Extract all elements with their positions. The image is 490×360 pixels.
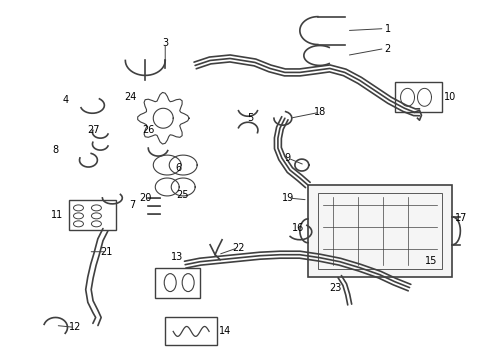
Text: 16: 16: [292, 223, 304, 233]
Text: 3: 3: [162, 37, 168, 48]
Bar: [155, 268, 200, 298]
Text: 15: 15: [424, 256, 437, 266]
Bar: [69, 200, 116, 230]
Text: 18: 18: [314, 107, 326, 117]
Text: 2: 2: [385, 44, 391, 54]
Text: 12: 12: [69, 323, 82, 332]
Text: 20: 20: [139, 193, 151, 203]
Text: 11: 11: [50, 210, 63, 220]
Text: 7: 7: [129, 200, 135, 210]
Text: 23: 23: [330, 283, 342, 293]
Bar: [165, 318, 217, 345]
Text: 19: 19: [282, 193, 294, 203]
Text: 4: 4: [62, 95, 69, 105]
Text: 1: 1: [385, 24, 391, 33]
Text: 17: 17: [455, 213, 467, 223]
Text: 24: 24: [124, 92, 137, 102]
Bar: [308, 185, 452, 276]
Text: 10: 10: [444, 92, 457, 102]
Bar: [318, 193, 442, 269]
Bar: [394, 82, 442, 112]
Text: 13: 13: [171, 252, 183, 262]
Text: 22: 22: [232, 243, 245, 253]
Text: 5: 5: [247, 113, 253, 123]
Text: 25: 25: [176, 190, 189, 200]
Text: 26: 26: [142, 125, 154, 135]
Bar: [375, 248, 422, 274]
Text: 21: 21: [100, 247, 113, 257]
Text: 8: 8: [52, 145, 59, 155]
Text: 27: 27: [87, 125, 99, 135]
Text: 9: 9: [285, 153, 291, 163]
Text: 6: 6: [175, 163, 181, 173]
Text: 14: 14: [219, 327, 231, 336]
